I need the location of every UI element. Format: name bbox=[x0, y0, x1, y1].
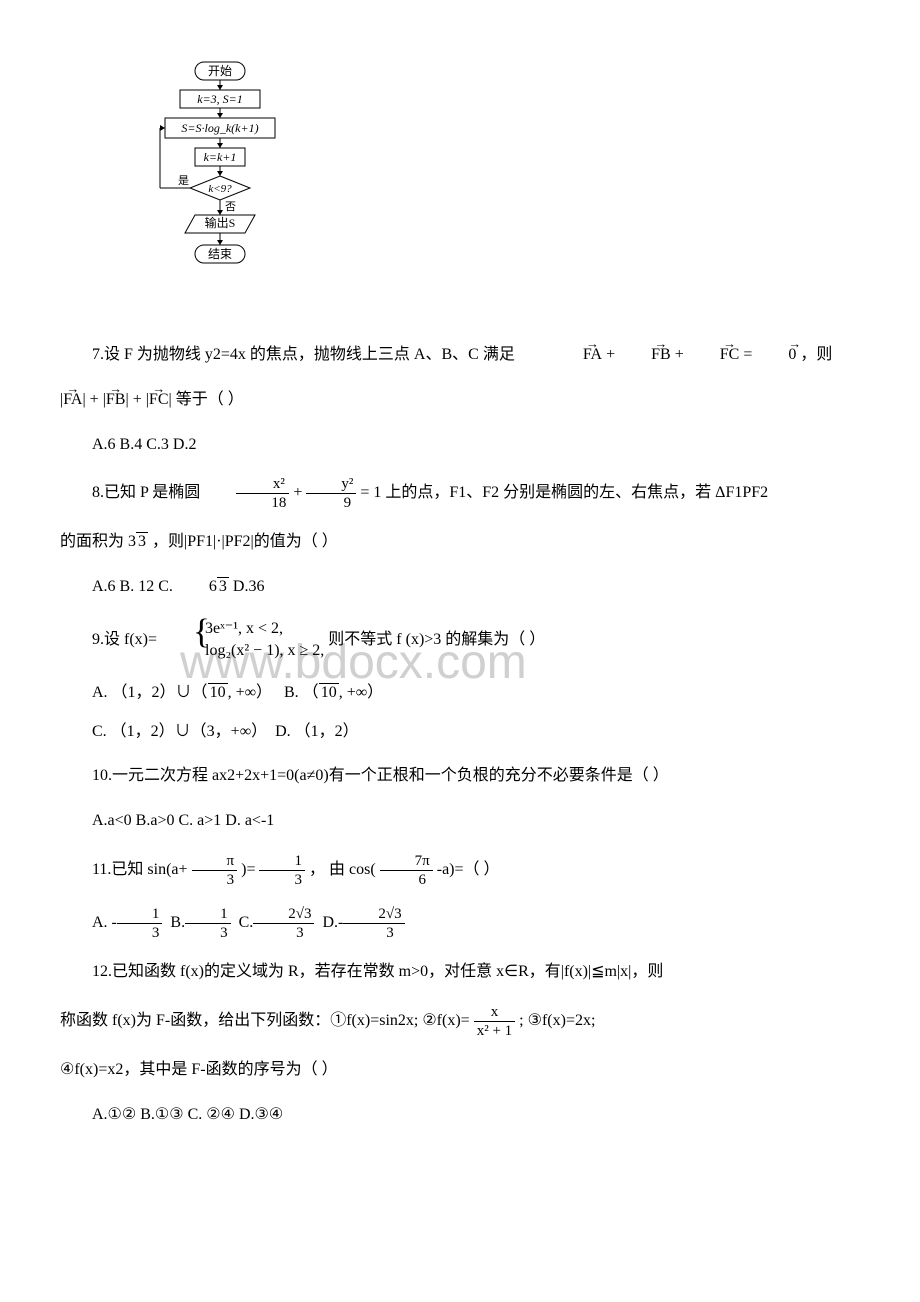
q9-stem-b: 则不等式 f (x)>3 的解集为（ ） bbox=[328, 631, 545, 648]
q9-options-cd: C. （1，2）∪（3，+∞） D. （1，2） bbox=[60, 718, 860, 747]
q9-options-ab: A. （1，2）∪（10, +∞） B. （10, +∞） bbox=[60, 679, 860, 708]
question-7: 7.设 F 为抛物线 y2=4x 的焦点，抛物线上三点 A、B、C 满足 FA … bbox=[60, 341, 860, 370]
q7-sum-expr: |FA| + |FB| + |FC| bbox=[60, 386, 172, 415]
q8-options: A.6 B. 12 C. 63 D.36 bbox=[60, 573, 860, 602]
q7-vector-eq: FA + FB + FC = 0 bbox=[519, 341, 797, 370]
q8-stem-c: 的面积为 bbox=[60, 533, 124, 550]
q8-stem-a: 8.已知 P 是椭圆 bbox=[92, 485, 200, 502]
q8-stem-d: ，则|PF1|·|PF2|的值为（ ） bbox=[152, 533, 338, 550]
q11-options: A. -13 B.13 C.2√33 D.-2√33 bbox=[60, 905, 860, 942]
q8-ellipse: x²18 + y²9 = 1 bbox=[204, 475, 381, 512]
svg-text:开始: 开始 bbox=[208, 64, 232, 78]
question-8: 8.已知 P 是椭圆 x²18 + y²9 = 1 上的点，F1、F2 分别是椭… bbox=[60, 475, 860, 512]
question-8-line2: 的面积为 33 ，则|PF1|·|PF2|的值为（ ） bbox=[60, 528, 860, 557]
flowchart-svg: 开始 k=3, S=1 S=S·log_k(k+1) k=k+1 k<9? 是 … bbox=[140, 60, 320, 310]
question-12: 12.已知函数 f(x)的定义域为 R，若存在常数 m>0，对任意 x∈R，有|… bbox=[60, 958, 860, 987]
svg-text:输出S: 输出S bbox=[205, 215, 236, 230]
svg-text:k=k+1: k=k+1 bbox=[204, 150, 237, 164]
svg-text:否: 否 bbox=[225, 201, 236, 213]
q11-stem-d: -a)=（ ） bbox=[437, 861, 500, 878]
q7-stem-b: ，则 bbox=[800, 346, 832, 363]
svg-text:是: 是 bbox=[178, 174, 189, 187]
question-10: 10.一元二次方程 ax2+2x+1=0(a≠0)有一个正根和一个负根的充分不必… bbox=[60, 762, 860, 791]
q8-area: 33 bbox=[128, 528, 148, 557]
q7-options: A.6 B.4 C.3 D.2 bbox=[60, 431, 860, 460]
q9-piecewise: 3eˣ⁻¹, x < 2, log₂(x² − 1), x ≥ 2, bbox=[161, 618, 324, 663]
question-9: 9.设 f(x)= 3eˣ⁻¹, x < 2, log₂(x² − 1), x … bbox=[60, 618, 860, 663]
q12-stem-c: ; ③f(x)=2x; bbox=[519, 1012, 595, 1029]
q7-stem-c: 等于（ ） bbox=[176, 391, 244, 408]
q12-options: A.①② B.①③ C. ②④ D.③④ bbox=[60, 1101, 860, 1130]
q11-stem-a: 11.已知 sin(a+ bbox=[92, 861, 188, 878]
svg-text:k<9?: k<9? bbox=[208, 183, 232, 195]
question-12-line2: 称函数 f(x)为 F-函数，给出下列函数：①f(x)=sin2x; ②f(x)… bbox=[60, 1003, 860, 1040]
q9-stem-a: 9.设 f(x)= bbox=[92, 631, 157, 648]
q7-stem-a: 7.设 F 为抛物线 y2=4x 的焦点，抛物线上三点 A、B、C 满足 bbox=[92, 346, 515, 363]
question-11: 11.已知 sin(a+ π3 )= 13 ， 由 cos( 7π6 -a)=（… bbox=[60, 852, 860, 889]
q11-stem-b: )= bbox=[241, 861, 255, 878]
question-7-line2: |FA| + |FB| + |FC| 等于（ ） bbox=[60, 386, 860, 415]
svg-text:结束: 结束 bbox=[208, 247, 232, 261]
flowchart: 开始 k=3, S=1 S=S·log_k(k+1) k=k+1 k<9? 是 … bbox=[140, 60, 860, 321]
question-12-line3: ④f(x)=x2，其中是 F-函数的序号为（ ） bbox=[60, 1056, 860, 1085]
q10-options: A.a<0 B.a>0 C. a>1 D. a<-1 bbox=[60, 807, 860, 836]
svg-text:S=S·log_k(k+1): S=S·log_k(k+1) bbox=[181, 121, 258, 135]
svg-text:k=3, S=1: k=3, S=1 bbox=[197, 92, 243, 106]
q11-stem-c: ， 由 cos( bbox=[309, 861, 376, 878]
q8-stem-b: 上的点，F1、F2 分别是椭圆的左、右焦点，若 ΔF1PF2 bbox=[385, 485, 768, 502]
q12-stem-b: 称函数 f(x)为 F-函数，给出下列函数：①f(x)=sin2x; ②f(x)… bbox=[60, 1012, 470, 1029]
